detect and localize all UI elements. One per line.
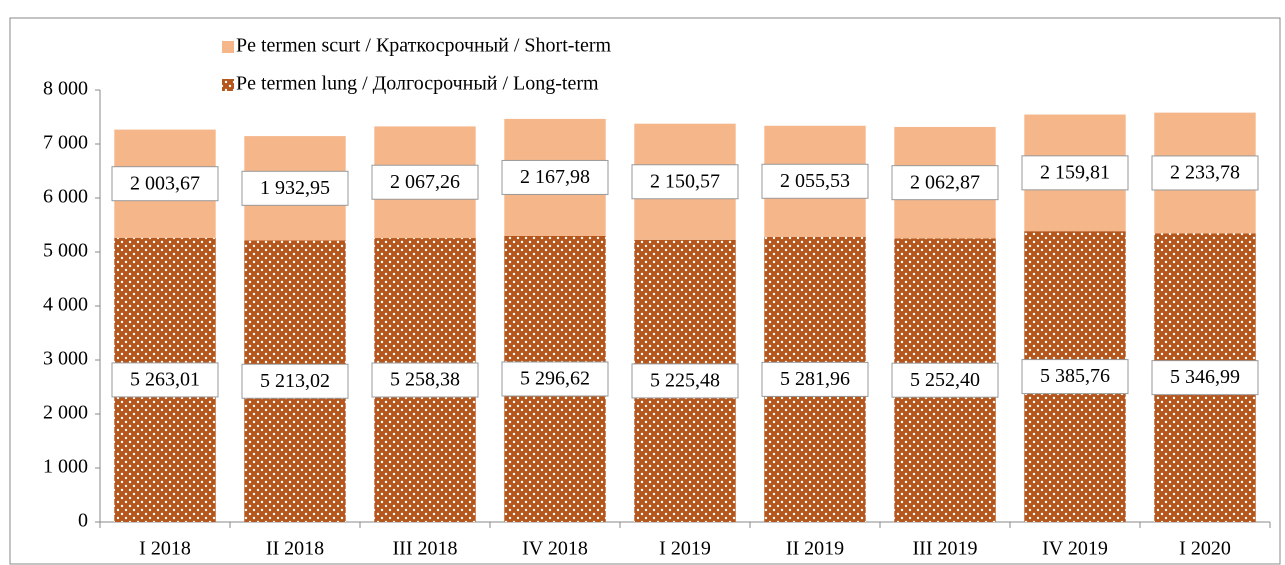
value-label: 5 281,96: [780, 368, 850, 390]
y-tick-label: 2 000: [43, 402, 88, 424]
value-label-box: [241, 363, 349, 399]
value-label-box: [631, 164, 739, 200]
x-tick-label: III 2019: [913, 538, 978, 560]
value-label: 5 225,48: [650, 370, 720, 392]
x-tick-label: IV 2019: [1042, 538, 1108, 560]
legend-swatch: [222, 41, 234, 53]
y-tick-label: 5 000: [43, 240, 88, 262]
value-label: 2 055,53: [780, 170, 850, 192]
x-tick-label: III 2018: [393, 538, 458, 560]
value-label: 5 263,01: [130, 368, 200, 390]
value-label-box: [111, 166, 219, 202]
value-label-box: [761, 163, 869, 199]
x-tick-label: IV 2018: [522, 538, 588, 560]
value-label: 2 067,26: [390, 171, 460, 193]
x-tick-label: I 2018: [139, 538, 191, 560]
legend-swatch: [222, 79, 234, 91]
value-label: 5 252,40: [910, 369, 980, 391]
legend-label: Pe termen scurt / Краткосрочный / Short-…: [236, 35, 612, 57]
value-label-box: [1021, 359, 1129, 395]
y-tick-label: 1 000: [43, 456, 88, 478]
value-label-box: [1151, 360, 1259, 396]
value-label-box: [371, 164, 479, 200]
value-label: 5 296,62: [520, 368, 590, 390]
value-label-box: [111, 362, 219, 398]
value-label-box: [371, 362, 479, 398]
value-label-box: [631, 363, 739, 399]
value-label: 2 159,81: [1040, 161, 1110, 183]
x-tick-label: I 2020: [1179, 538, 1231, 560]
y-tick-label: 8 000: [43, 78, 88, 100]
value-label: 5 213,02: [260, 370, 330, 392]
value-label-box: [891, 165, 999, 201]
value-label-box: [761, 361, 869, 397]
x-tick-label: II 2018: [266, 538, 324, 560]
value-label-box: [1021, 155, 1129, 191]
value-label-box: [241, 170, 349, 206]
y-tick-label: 0: [78, 510, 88, 532]
y-tick-label: 3 000: [43, 348, 88, 370]
x-tick-label: II 2019: [786, 538, 844, 560]
x-tick-label: I 2019: [659, 538, 711, 560]
value-label: 2 233,78: [1170, 162, 1240, 184]
value-label-box: [1151, 155, 1259, 191]
y-tick-label: 4 000: [43, 294, 88, 316]
value-label-box: [501, 361, 609, 397]
value-label: 2 150,57: [650, 170, 720, 192]
value-label: 2 003,67: [130, 172, 200, 194]
value-label-box: [891, 362, 999, 398]
value-label: 5 258,38: [390, 369, 460, 391]
y-tick-label: 6 000: [43, 186, 88, 208]
value-label-box: [501, 159, 609, 195]
value-label: 5 346,99: [1170, 366, 1240, 388]
value-label: 2 062,87: [910, 171, 980, 193]
value-label: 1 932,95: [260, 177, 330, 199]
legend-label: Pe termen lung / Долгосрочный / Long-ter…: [236, 73, 599, 95]
value-label: 2 167,98: [520, 166, 590, 188]
value-label: 5 385,76: [1040, 365, 1110, 387]
y-tick-label: 7 000: [43, 132, 88, 154]
